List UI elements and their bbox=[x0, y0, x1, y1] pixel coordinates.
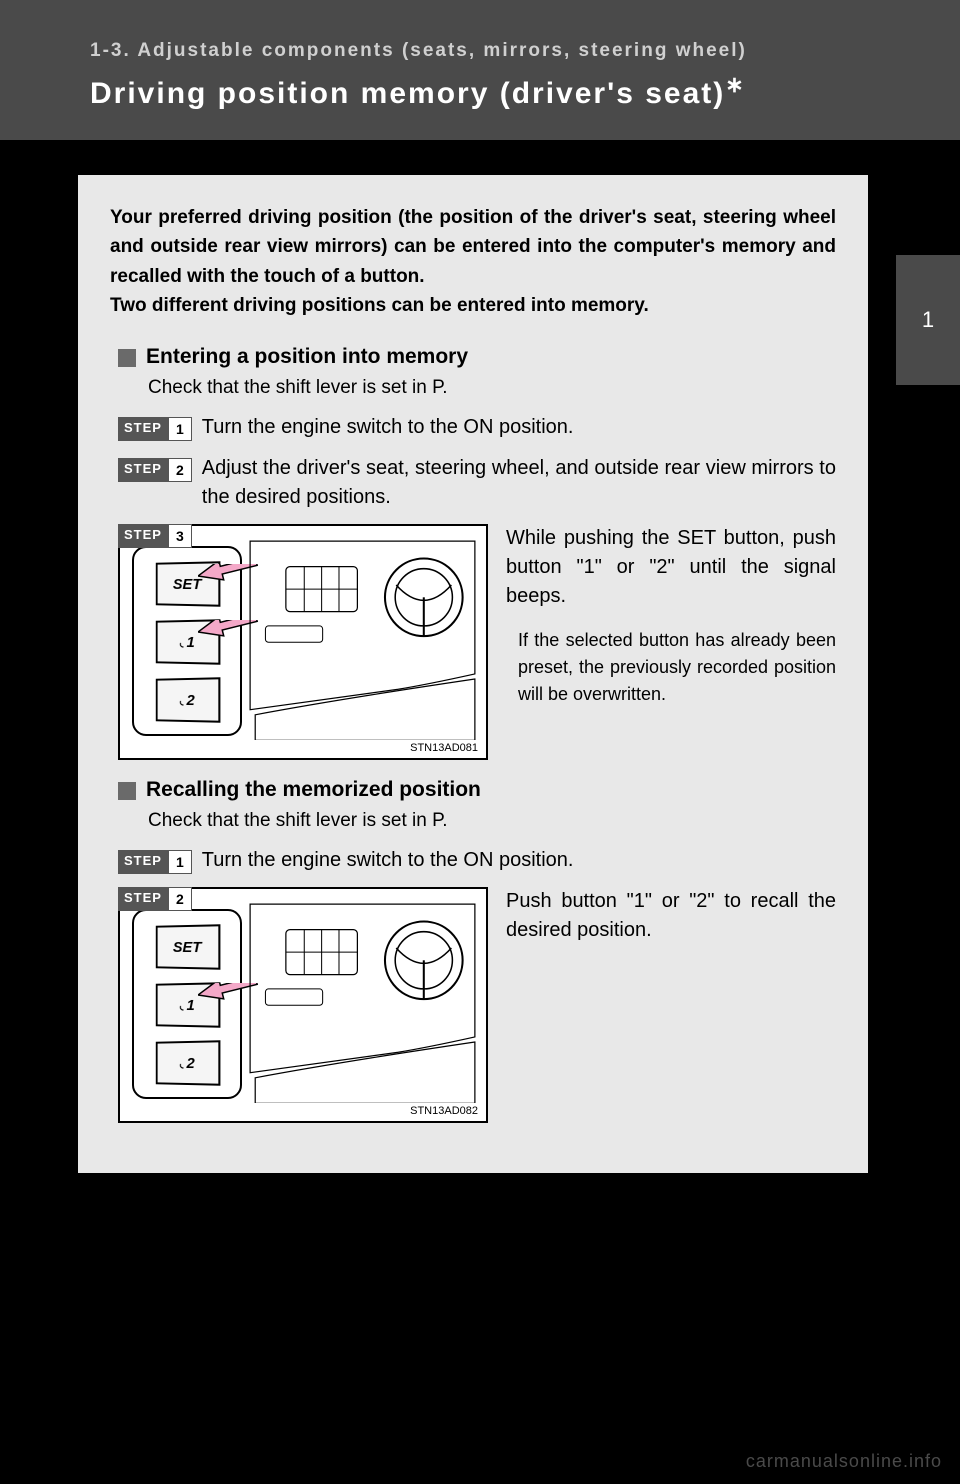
subsection-entering: Entering a position into memory bbox=[110, 345, 836, 369]
figure-caption: STN13AD082 bbox=[410, 1105, 478, 1117]
intro-p1: Your preferred driving position (the pos… bbox=[110, 207, 836, 287]
entering-step-1: STEP 1 Turn the engine switch to the ON … bbox=[110, 413, 836, 442]
recalling-side-text: Push button "1" or "2" to recall the des… bbox=[506, 887, 836, 1123]
entering-step-2: STEP 2 Adjust the driver's seat, steerin… bbox=[110, 454, 836, 512]
chapter-tab: 1 bbox=[896, 255, 960, 385]
intro-p2: Two different driving positions can be e… bbox=[110, 295, 649, 316]
entering-side-main: While pushing the SET button, push butto… bbox=[506, 524, 836, 611]
step-text: Turn the engine switch to the ON positio… bbox=[202, 413, 836, 442]
set-button-icon: SET bbox=[156, 924, 221, 970]
step-label: STEP bbox=[118, 524, 168, 548]
dashboard-scene-icon bbox=[245, 899, 480, 1103]
entering-side-note: If the selected button has already been … bbox=[506, 627, 836, 708]
recalling-figure-row: STEP 2 SET ◟1 ◟2 bbox=[110, 887, 836, 1123]
step-number: 2 bbox=[168, 887, 192, 911]
recalling-side-main: Push button "1" or "2" to recall the des… bbox=[506, 887, 836, 945]
step-badge: STEP 1 bbox=[118, 850, 192, 874]
memory-2-button-icon: ◟2 bbox=[156, 677, 221, 723]
header-band: 1-3. Adjustable components (seats, mirro… bbox=[0, 0, 960, 140]
step-number: 1 bbox=[168, 850, 192, 874]
entering-title: Entering a position into memory bbox=[146, 345, 468, 369]
figure-entering: SET ◟1 ◟2 bbox=[118, 524, 488, 760]
figure-wrap: STEP 3 SET ◟1 ◟2 bbox=[118, 524, 488, 760]
section-label: 1-3. Adjustable components (seats, mirro… bbox=[90, 40, 870, 62]
recalling-title: Recalling the memorized position bbox=[146, 778, 481, 802]
step-text: Adjust the driver's seat, steering wheel… bbox=[202, 454, 836, 512]
step-label: STEP bbox=[118, 850, 168, 874]
subsection-recalling: Recalling the memorized position bbox=[110, 778, 836, 802]
b1-label: 1 bbox=[186, 996, 194, 1013]
entering-check: Check that the shift lever is set in P. bbox=[110, 377, 836, 399]
content-panel: Your preferred driving position (the pos… bbox=[78, 175, 868, 1173]
entering-side-text: While pushing the SET button, push butto… bbox=[506, 524, 836, 760]
step-badge: STEP 2 bbox=[118, 458, 192, 482]
watermark: carmanualsonline.info bbox=[746, 1451, 942, 1472]
step-label: STEP bbox=[118, 887, 168, 911]
b2-label: 2 bbox=[186, 691, 194, 708]
b2-label: 2 bbox=[186, 1054, 194, 1071]
step-text: Turn the engine switch to the ON positio… bbox=[202, 846, 836, 875]
b1-label: 1 bbox=[186, 633, 194, 650]
step-badge: STEP 3 bbox=[118, 524, 192, 548]
title-text: Driving position memory (driver's seat) bbox=[90, 77, 725, 110]
entering-figure-row: STEP 3 SET ◟1 ◟2 bbox=[110, 524, 836, 760]
memory-2-button-icon: ◟2 bbox=[156, 1040, 221, 1086]
step-number: 1 bbox=[168, 417, 192, 441]
step-badge: STEP 2 bbox=[118, 887, 192, 911]
step-label: STEP bbox=[118, 417, 168, 441]
step-number: 3 bbox=[168, 524, 192, 548]
recalling-check: Check that the shift lever is set in P. bbox=[110, 810, 836, 832]
square-bullet-icon bbox=[118, 782, 136, 800]
page-title: Driving position memory (driver's seat)∗ bbox=[90, 72, 870, 111]
square-bullet-icon bbox=[118, 349, 136, 367]
step-badge: STEP 1 bbox=[118, 417, 192, 441]
intro-text: Your preferred driving position (the pos… bbox=[110, 203, 836, 321]
figure-wrap: STEP 2 SET ◟1 ◟2 bbox=[118, 887, 488, 1123]
step-number: 2 bbox=[168, 458, 192, 482]
step-label: STEP bbox=[118, 458, 168, 482]
title-asterisk: ∗ bbox=[725, 72, 745, 97]
dashboard-scene-icon bbox=[245, 536, 480, 740]
recalling-step-1: STEP 1 Turn the engine switch to the ON … bbox=[110, 846, 836, 875]
figure-recalling: SET ◟1 ◟2 bbox=[118, 887, 488, 1123]
figure-caption: STN13AD081 bbox=[410, 742, 478, 754]
